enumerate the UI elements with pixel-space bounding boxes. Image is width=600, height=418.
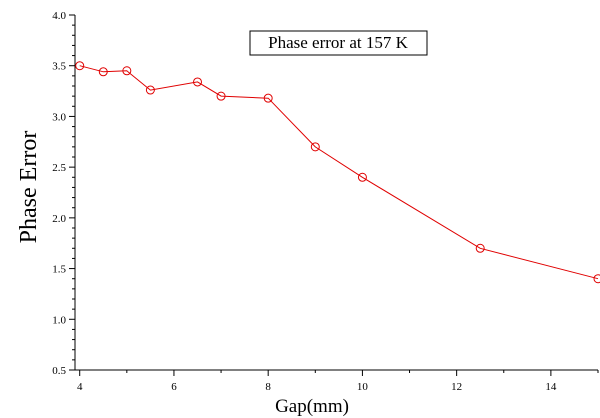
- legend-box: [249, 30, 428, 56]
- data-point: [216, 91, 226, 101]
- y-axis-title: Phase Error: [16, 131, 42, 244]
- y-tick-label: 1.0: [52, 314, 66, 326]
- x-tick-label: 14: [545, 381, 557, 393]
- x-axis-title: Gap(mm): [275, 396, 349, 417]
- data-point: [593, 274, 600, 284]
- x-tick-label: 12: [451, 381, 462, 393]
- x-tick-label: 8: [265, 381, 271, 393]
- series-line: [79, 65, 599, 280]
- x-ticks: 4 6 8 10 12 14: [77, 370, 599, 393]
- data-point: [263, 93, 273, 103]
- data-point: [475, 243, 485, 253]
- y-tick-label: 3.5: [52, 61, 66, 73]
- x-tick-label: 4: [77, 381, 83, 393]
- legend-label: Phase error at 157 K: [268, 33, 408, 52]
- y-tick-label: 3.0: [52, 111, 66, 123]
- y-tick-label: 4.0: [52, 10, 66, 22]
- y-tick-label: 2.0: [52, 213, 66, 225]
- data-point: [75, 61, 85, 71]
- axes: [74, 15, 598, 371]
- data-point: [122, 66, 132, 76]
- y-tick-label: 0.5: [52, 365, 66, 377]
- y-tick-label: 1.5: [52, 264, 66, 276]
- data-point: [193, 77, 203, 87]
- y-ticks: 0.5 1.0 1.5 2.0 2.5 3.0 3.5 4.0: [52, 10, 75, 377]
- data-point: [357, 172, 367, 182]
- series-layer: [75, 61, 600, 284]
- data-point: [310, 142, 320, 152]
- data-point: [98, 67, 108, 77]
- data-point: [145, 85, 155, 95]
- legend: Phase error at 157 K: [249, 30, 428, 56]
- y-tick-label: 2.5: [52, 162, 66, 174]
- x-tick-label: 6: [171, 381, 177, 393]
- x-tick-label: 10: [357, 381, 369, 393]
